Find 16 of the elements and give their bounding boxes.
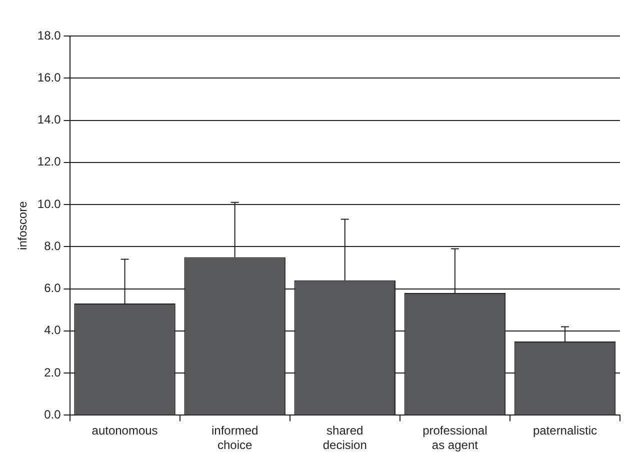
y-tick-label: 18.0 bbox=[37, 28, 62, 42]
x-tick-label: paternalistic bbox=[532, 424, 597, 438]
y-tick-label: 8.0 bbox=[44, 238, 62, 253]
x-tick-label: informed choice bbox=[211, 424, 258, 452]
y-tick-label: 4.0 bbox=[44, 323, 62, 338]
y-tick-label: 0.0 bbox=[44, 408, 62, 422]
y-tick-label: 14.0 bbox=[37, 112, 62, 127]
y-tick-label: 6.0 bbox=[44, 281, 62, 296]
x-tick-label: autonomous bbox=[92, 424, 158, 438]
x-tick-label: professional as agent bbox=[422, 424, 488, 452]
y-tick-label: 12.0 bbox=[37, 154, 62, 169]
y-axis-title: infoscore bbox=[16, 200, 30, 250]
y-tick-label: 2.0 bbox=[44, 365, 62, 380]
y-tick-label: 10.0 bbox=[37, 196, 62, 211]
x-tick-label: shared decision bbox=[322, 424, 367, 452]
y-tick-label: 16.0 bbox=[37, 70, 62, 84]
